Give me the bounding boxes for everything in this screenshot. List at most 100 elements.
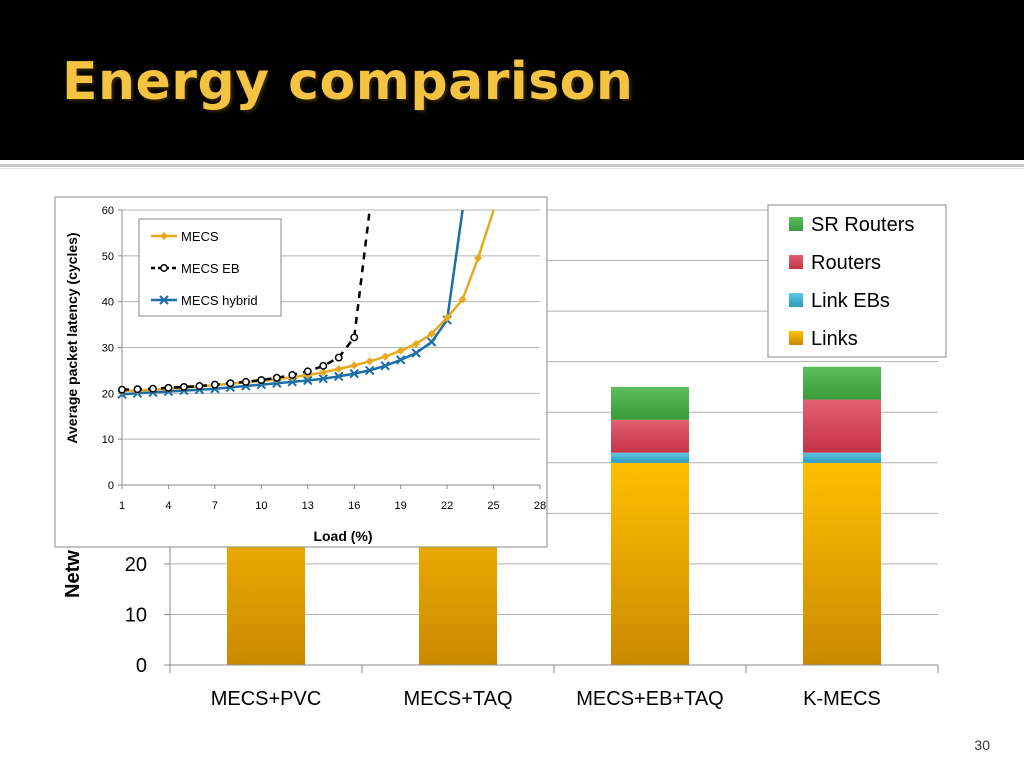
bar-legend-label: SR Routers xyxy=(811,214,914,236)
line-chart-y-axis-title: Average packet latency (cycles) xyxy=(64,232,80,443)
line-point-mecs-hybrid xyxy=(411,348,421,358)
bar-y-tick-label: 20 xyxy=(125,554,147,576)
line-point-mecs-eb xyxy=(210,380,219,389)
line-point-mecs-hybrid xyxy=(303,375,313,386)
bar-chart-bars xyxy=(227,366,881,665)
line-point-mecs xyxy=(396,346,405,355)
line-series-mecs-eb xyxy=(118,209,371,394)
line-point-mecs-eb xyxy=(149,384,157,393)
bar-y-tick-label: 10 xyxy=(125,604,147,626)
line-x-tick-label: 22 xyxy=(441,500,453,512)
bar-k-mecs-link-ebs xyxy=(803,452,881,463)
line-chart-x-ticks: 1 4 7 10 13 16 19 22 25 28 xyxy=(119,485,546,512)
line-point-mecs-eb xyxy=(179,382,188,391)
line-point-mecs-hybrid xyxy=(395,355,406,365)
bar-chart-y-axis-title: Netw xyxy=(62,550,84,598)
bar-legend-label: Link EBs xyxy=(811,290,890,312)
latency-line-chart: 0 10 20 30 40 50 60 1 4 7 10 13 16 19 22 25 28 Load (%)… xyxy=(54,196,548,548)
line-x-tick-label: 4 xyxy=(165,500,171,512)
line-point-mecs-eb xyxy=(118,385,126,394)
bar-k-mecs-sr-routers xyxy=(803,366,881,400)
line-legend-marker-mecs-hybrid xyxy=(159,295,169,305)
bar-chart-legend: SR Routers Routers Link EBs Links xyxy=(767,204,947,358)
line-point-mecs xyxy=(427,329,436,338)
bar-mecs-eb-taq-routers xyxy=(611,419,689,453)
bar-legend-swatch-links xyxy=(789,331,803,345)
bar-y-tick-label: 0 xyxy=(136,655,147,677)
line-point-mecs-eb xyxy=(288,371,297,379)
line-chart-x-axis-title: Load (%) xyxy=(313,528,372,544)
line-x-tick-label: 1 xyxy=(119,500,125,512)
line-chart-series xyxy=(117,209,495,399)
line-point-mecs-eb xyxy=(241,377,250,386)
bar-category-label: MECS+PVC xyxy=(211,688,322,710)
bar-legend-swatch-link-ebs xyxy=(789,293,803,307)
bar-legend-swatch-routers xyxy=(789,255,803,269)
line-point-mecs-eb xyxy=(133,385,142,394)
bar-mecs-eb-taq-sr-routers xyxy=(611,386,689,420)
line-x-tick-label: 10 xyxy=(255,500,267,512)
line-path-mecs-eb xyxy=(121,209,371,391)
line-point-mecs xyxy=(412,339,421,348)
line-point-mecs xyxy=(350,361,359,370)
line-point-mecs-hybrid xyxy=(380,361,390,371)
line-point-mecs-eb xyxy=(303,367,312,376)
line-point-mecs-hybrid xyxy=(318,373,328,384)
line-legend-marker-mecs-eb xyxy=(160,264,168,272)
line-y-tick-label: 30 xyxy=(102,343,114,355)
line-point-mecs-eb xyxy=(319,361,328,370)
header-divider-thin xyxy=(0,168,1024,169)
line-y-tick-label: 60 xyxy=(102,205,114,217)
bar-mecs-eb-taq-link-ebs xyxy=(611,452,689,463)
line-point-mecs-hybrid xyxy=(349,368,359,379)
line-y-tick-label: 50 xyxy=(102,251,114,263)
line-y-tick-label: 20 xyxy=(102,388,114,400)
bar-category-label: MECS+EB+TAQ xyxy=(576,688,723,710)
line-point-mecs xyxy=(319,368,328,377)
line-point-mecs xyxy=(443,313,452,322)
line-y-tick-label: 0 xyxy=(108,480,114,492)
bar-legend-label: Links xyxy=(811,328,858,350)
line-x-tick-label: 19 xyxy=(395,500,407,512)
bar-category-label: MECS+TAQ xyxy=(403,688,512,710)
line-y-tick-label: 40 xyxy=(102,297,114,309)
slide-header: Energy comparison xyxy=(0,0,1024,160)
line-x-tick-label: 16 xyxy=(348,500,360,512)
bar-legend-swatch-sr-routers xyxy=(789,217,803,231)
bar-chart-category-labels: MECS+PVC MECS+TAQ MECS+EB+TAQ K-MECS xyxy=(211,688,881,710)
slide-number: 30 xyxy=(974,737,990,753)
line-point-mecs xyxy=(474,254,483,263)
header-divider xyxy=(0,164,1024,167)
line-point-mecs-eb xyxy=(334,353,343,362)
line-legend-marker-mecs xyxy=(160,232,168,240)
line-point-mecs-eb xyxy=(195,382,204,390)
line-point-mecs-hybrid xyxy=(364,365,375,376)
line-point-mecs xyxy=(381,352,390,361)
line-point-mecs-eb xyxy=(350,333,359,342)
line-legend-label: MECS EB xyxy=(181,261,240,276)
line-point-mecs-hybrid xyxy=(287,377,298,387)
line-x-tick-label: 25 xyxy=(487,500,499,512)
line-legend-label: MECS hybrid xyxy=(181,293,258,308)
bar-k-mecs-links xyxy=(803,462,881,665)
line-point-mecs-hybrid xyxy=(426,337,437,347)
bar-category-label: K-MECS xyxy=(803,688,881,710)
bar-chart-y-ticks: 0 10 20 xyxy=(125,554,170,677)
line-chart-y-ticks: 0 10 20 30 40 50 60 xyxy=(102,205,122,492)
line-point-mecs-eb xyxy=(164,383,173,392)
line-point-mecs-eb xyxy=(226,379,235,388)
line-y-tick-label: 10 xyxy=(102,434,114,446)
line-x-tick-label: 7 xyxy=(212,500,218,512)
line-point-mecs xyxy=(458,295,467,304)
line-point-mecs-hybrid xyxy=(334,371,344,382)
line-point-mecs-eb xyxy=(257,376,266,384)
inset-chart-frame xyxy=(54,196,548,548)
line-point-mecs-eb xyxy=(272,373,281,382)
line-point-mecs xyxy=(365,357,374,366)
line-legend-label: MECS xyxy=(181,229,219,244)
line-chart-legend: MECS MECS EB MECS hybrid xyxy=(138,218,282,317)
bar-k-mecs-routers xyxy=(803,399,881,453)
line-x-tick-label: 28 xyxy=(534,500,546,512)
